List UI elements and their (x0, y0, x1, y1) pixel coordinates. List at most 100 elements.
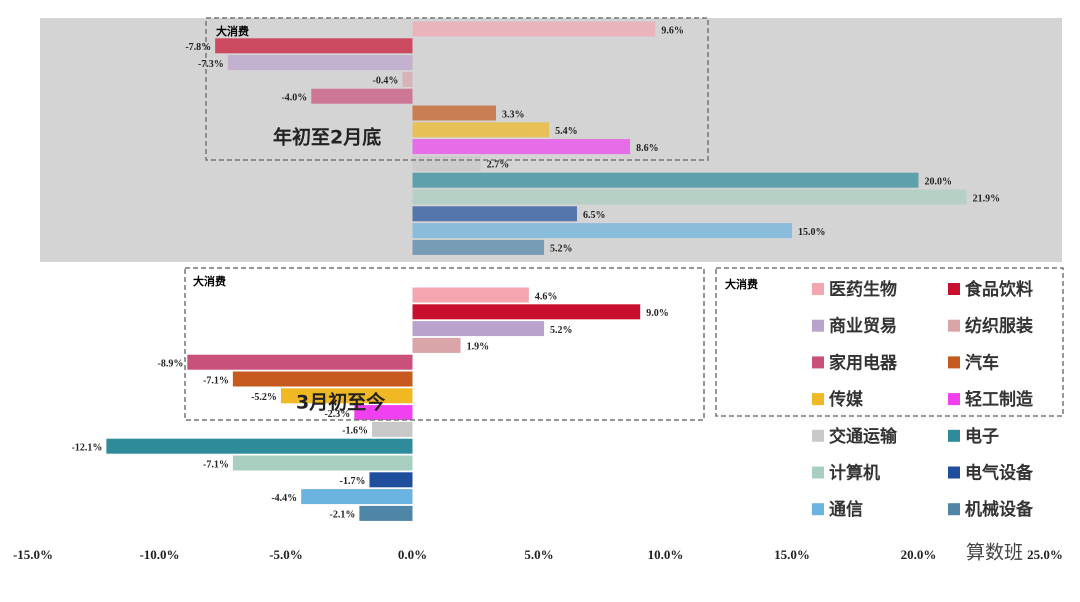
bar (232, 455, 413, 471)
legend-label: 家用电器 (829, 352, 898, 373)
bar (311, 88, 413, 104)
value-label: 3.3% (502, 109, 525, 120)
legend-swatch (812, 503, 824, 516)
legend-swatch (948, 466, 960, 479)
legend-label: 通信 (829, 499, 863, 520)
value-label: -2.3% (324, 409, 350, 420)
period-label: 3月初至今 (296, 391, 385, 414)
legend-swatch (812, 393, 824, 406)
value-label: -1.6% (342, 426, 368, 437)
legend-swatch (948, 356, 960, 369)
value-label: 8.6% (636, 143, 659, 154)
bar (412, 287, 529, 303)
legend-label: 汽车 (965, 352, 999, 373)
bar (354, 405, 413, 421)
group-label: 大消费 (216, 24, 249, 38)
bar (301, 489, 413, 505)
x-tick-label: -15.0% (13, 547, 53, 562)
bar (215, 38, 413, 54)
value-label: 9.6% (661, 25, 684, 36)
legend-label: 机械设备 (965, 499, 1034, 520)
value-label: -8.9% (157, 358, 183, 369)
legend-swatch (812, 356, 824, 369)
value-label: 5.4% (555, 126, 578, 137)
x-tick-label: -5.0% (269, 547, 303, 562)
bar (412, 189, 967, 205)
value-label: -7.1% (203, 375, 229, 386)
legend-swatch (948, 319, 960, 332)
value-label: 21.9% (973, 193, 1001, 204)
value-label: 4.6% (535, 291, 558, 302)
bar (227, 55, 413, 71)
bar (106, 438, 413, 454)
value-label: 6.5% (583, 210, 606, 221)
legend-swatch (812, 319, 824, 332)
value-label: 1.9% (467, 342, 490, 353)
legend-label: 交通运输 (829, 426, 898, 447)
x-tick-label: 5.0% (524, 547, 553, 562)
period-label: 年初至2月底 (273, 126, 381, 149)
legend-label: 医药生物 (829, 279, 897, 300)
value-label: 9.0% (646, 308, 669, 319)
value-label: 20.0% (925, 176, 953, 187)
bar (412, 172, 919, 188)
value-label: -4.0% (281, 92, 307, 103)
legend-label: 纺织服装 (965, 316, 1033, 337)
bar (372, 421, 413, 437)
bar (412, 223, 792, 239)
value-label: -0.4% (373, 76, 399, 87)
legend-box (715, 267, 1064, 417)
bar (187, 354, 413, 370)
x-tick-label: -10.0% (139, 547, 179, 562)
value-label: 15.0% (798, 227, 826, 238)
group-box (184, 267, 705, 421)
bar (369, 472, 413, 488)
bar (232, 371, 413, 387)
x-tick-label: 20.0% (901, 547, 937, 562)
legend-swatch (948, 429, 960, 442)
legend-swatch (812, 466, 824, 479)
value-label: -7.8% (185, 42, 211, 53)
value-label: 5.2% (550, 244, 573, 255)
value-label: -2.1% (330, 510, 356, 521)
value-label: -4.4% (271, 493, 297, 504)
value-label: -7.3% (198, 59, 224, 70)
legend-swatch (948, 393, 960, 406)
value-label: 2.7% (487, 160, 510, 171)
legend-label: 轻工制造 (965, 389, 1034, 410)
bar (412, 239, 545, 255)
x-tick-label: 15.0% (774, 547, 810, 562)
x-tick-label: 10.0% (648, 547, 684, 562)
bar (412, 21, 656, 37)
value-label: -1.7% (340, 476, 366, 487)
group-label: 大消费 (193, 274, 226, 288)
legend-label: 电气设备 (965, 463, 1034, 484)
value-label: -7.1% (203, 459, 229, 470)
legend-swatch (812, 429, 824, 442)
bar (412, 105, 496, 121)
x-tick-label: 0.0% (398, 547, 427, 562)
group-label: 大消费 (725, 277, 758, 291)
bar (412, 139, 631, 155)
bar (359, 505, 413, 521)
legend-label: 电子 (965, 426, 999, 447)
bar (412, 337, 461, 353)
legend-label: 计算机 (829, 463, 880, 484)
x-tick-label: 25.0% (1027, 547, 1063, 562)
legend-swatch (812, 283, 824, 295)
legend-swatch (948, 503, 960, 516)
bar (412, 122, 550, 138)
bar (412, 304, 641, 320)
legend-label: 食品饮料 (965, 279, 1033, 300)
value-label: -5.2% (251, 392, 277, 403)
value-label: 5.2% (550, 325, 573, 336)
bar (280, 388, 413, 404)
legend-label: 商业贸易 (829, 316, 897, 337)
source-logo: 算数班 (966, 542, 1023, 564)
bar (412, 155, 481, 171)
legend-label: 传媒 (828, 389, 864, 410)
value-label: -12.1% (72, 442, 103, 453)
bar (412, 321, 545, 337)
group-box (205, 17, 709, 161)
